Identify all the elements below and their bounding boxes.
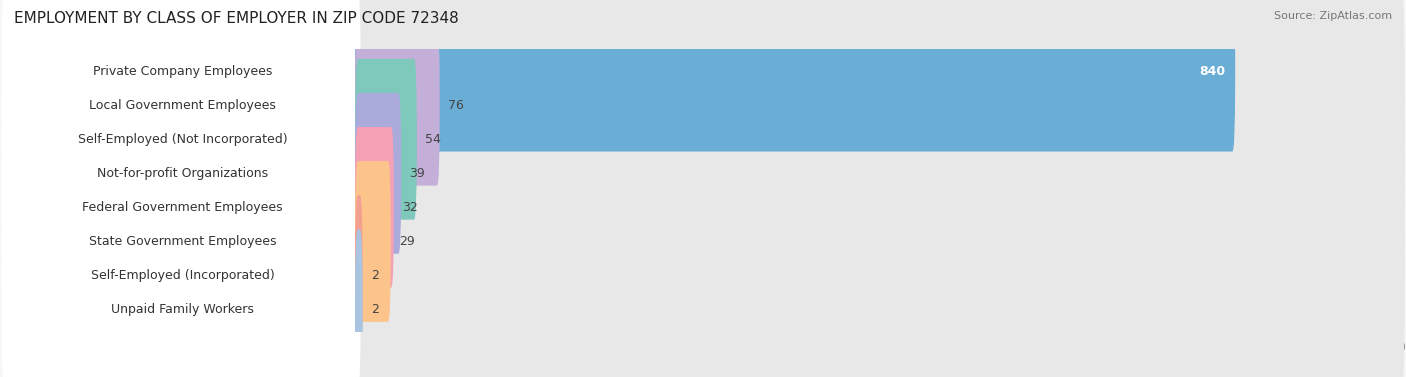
FancyBboxPatch shape: [1, 0, 1405, 152]
FancyBboxPatch shape: [356, 127, 394, 288]
FancyBboxPatch shape: [1, 161, 1405, 322]
Text: Not-for-profit Organizations: Not-for-profit Organizations: [97, 167, 269, 180]
FancyBboxPatch shape: [1, 59, 1405, 220]
Text: 840: 840: [1199, 64, 1226, 78]
Text: Unpaid Family Workers: Unpaid Family Workers: [111, 303, 254, 316]
FancyBboxPatch shape: [1, 229, 1405, 377]
Text: Local Government Employees: Local Government Employees: [89, 99, 276, 112]
Text: Source: ZipAtlas.com: Source: ZipAtlas.com: [1274, 11, 1392, 21]
FancyBboxPatch shape: [1, 229, 360, 377]
FancyBboxPatch shape: [356, 59, 416, 220]
FancyBboxPatch shape: [1, 59, 360, 220]
FancyBboxPatch shape: [356, 25, 440, 185]
Text: 2: 2: [371, 303, 378, 316]
FancyBboxPatch shape: [1, 93, 1405, 254]
Text: Private Company Employees: Private Company Employees: [93, 64, 273, 78]
Text: 39: 39: [409, 167, 425, 180]
FancyBboxPatch shape: [356, 0, 1234, 152]
FancyBboxPatch shape: [356, 195, 363, 356]
Text: 29: 29: [399, 235, 415, 248]
Text: Federal Government Employees: Federal Government Employees: [82, 201, 283, 214]
Text: Self-Employed (Not Incorporated): Self-Employed (Not Incorporated): [77, 133, 287, 146]
FancyBboxPatch shape: [1, 195, 1405, 356]
Text: State Government Employees: State Government Employees: [89, 235, 276, 248]
Text: 2: 2: [371, 269, 378, 282]
FancyBboxPatch shape: [1, 127, 360, 288]
FancyBboxPatch shape: [1, 195, 360, 356]
FancyBboxPatch shape: [356, 161, 391, 322]
FancyBboxPatch shape: [1, 25, 1405, 185]
FancyBboxPatch shape: [1, 25, 360, 185]
FancyBboxPatch shape: [356, 93, 401, 254]
Text: Self-Employed (Incorporated): Self-Employed (Incorporated): [90, 269, 274, 282]
Text: EMPLOYMENT BY CLASS OF EMPLOYER IN ZIP CODE 72348: EMPLOYMENT BY CLASS OF EMPLOYER IN ZIP C…: [14, 11, 458, 26]
FancyBboxPatch shape: [1, 0, 360, 152]
FancyBboxPatch shape: [1, 127, 1405, 288]
FancyBboxPatch shape: [1, 93, 360, 254]
Text: 32: 32: [402, 201, 418, 214]
FancyBboxPatch shape: [1, 161, 360, 322]
Text: 54: 54: [425, 133, 441, 146]
FancyBboxPatch shape: [356, 229, 363, 377]
Text: 76: 76: [449, 99, 464, 112]
